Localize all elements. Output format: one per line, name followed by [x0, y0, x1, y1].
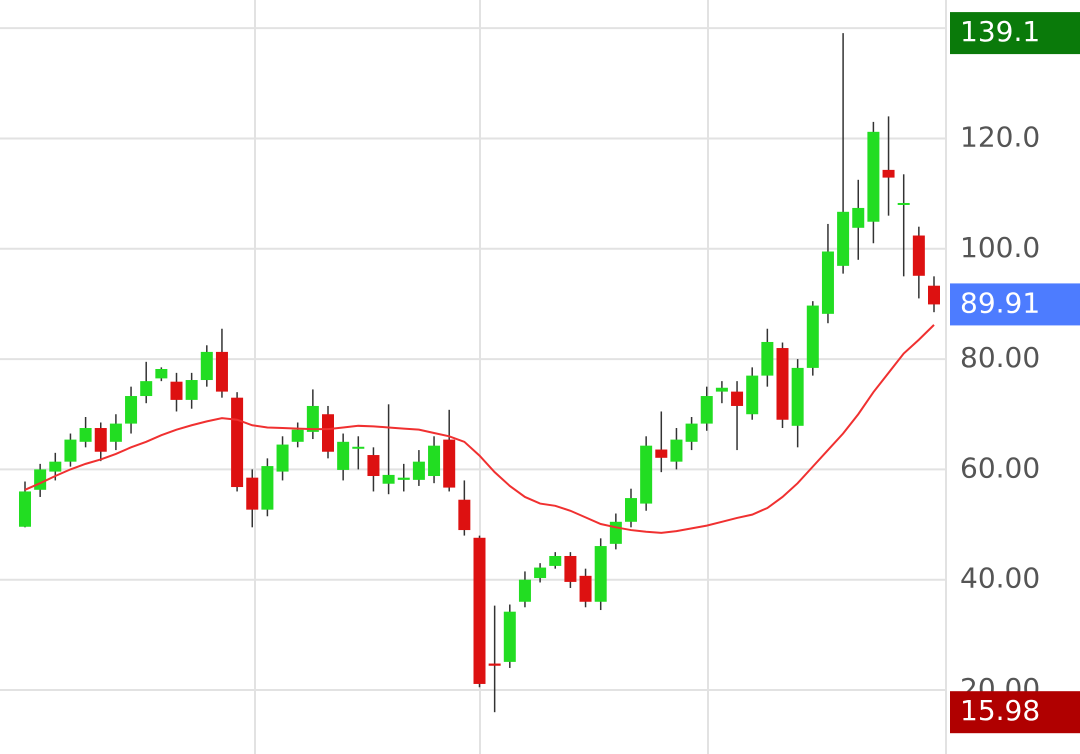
candle-body	[821, 251, 834, 314]
candle-body	[64, 439, 77, 462]
candle-body	[503, 611, 516, 662]
candle-body	[291, 429, 304, 442]
y-tick-label: 80.00	[960, 341, 1040, 374]
candle-body	[746, 375, 759, 415]
price-badge-label: 89.91	[960, 286, 1040, 319]
y-tick-label: 120.0	[960, 120, 1040, 153]
candle-body	[94, 428, 107, 452]
candle-body	[185, 380, 198, 400]
candle-body	[49, 461, 62, 472]
candle-body	[170, 381, 183, 400]
y-tick-label: 100.0	[960, 231, 1040, 264]
candle-body	[306, 405, 319, 432]
price-badge	[950, 283, 1080, 326]
moving-average-line	[24, 324, 935, 534]
candle-body	[761, 341, 774, 376]
candle-body	[700, 396, 713, 424]
candle-body	[928, 285, 940, 305]
candle-body	[549, 555, 562, 566]
y-tick-label: 40.00	[960, 562, 1040, 595]
price-badge	[950, 12, 1080, 55]
candle-body	[731, 391, 744, 406]
candle-body	[594, 546, 607, 602]
candle-body	[276, 444, 289, 472]
candle-body	[882, 169, 895, 178]
candle-body	[261, 466, 274, 510]
price-badge-label: 15.98	[960, 694, 1040, 727]
candle-body	[200, 351, 213, 381]
price-badge-label: 139.1	[960, 15, 1040, 48]
candle-body	[791, 367, 804, 426]
candle-body	[412, 461, 425, 480]
candle-body	[382, 474, 395, 484]
candle-body	[443, 439, 456, 488]
candle-body	[34, 469, 47, 490]
candle-body	[19, 491, 31, 527]
candle-body	[640, 445, 653, 504]
candle-body	[670, 439, 683, 462]
candle-body	[534, 567, 547, 579]
candle-body	[564, 555, 577, 582]
candle-body	[625, 498, 637, 522]
y-tick-label: 60.00	[960, 451, 1040, 484]
candle-body	[397, 477, 410, 480]
candle-body	[352, 446, 365, 449]
candle-body	[488, 663, 501, 666]
candle-body	[579, 575, 592, 602]
candle-body	[518, 579, 531, 602]
candle-body	[852, 207, 865, 228]
candle-body	[473, 537, 486, 684]
candle-body	[109, 423, 122, 442]
candle-body	[337, 441, 350, 470]
candle-body	[715, 387, 728, 392]
candle-body	[806, 305, 819, 368]
candle-body	[837, 211, 850, 266]
candle-body	[428, 445, 441, 477]
candle-body	[685, 423, 698, 442]
candle-body	[231, 397, 244, 488]
candle-body	[79, 428, 92, 442]
price-badge	[950, 691, 1080, 734]
candle-body	[655, 449, 668, 458]
candle-body	[155, 369, 168, 379]
candle-body	[246, 477, 259, 510]
candle-body	[215, 351, 228, 392]
candle-body	[912, 235, 925, 276]
candle-body	[140, 381, 153, 397]
candle-body	[458, 499, 471, 531]
candle-body	[897, 202, 910, 205]
candle-body	[867, 131, 880, 222]
candle-body	[367, 455, 380, 477]
candle-body	[776, 348, 789, 420]
candle-body	[609, 521, 622, 544]
candle-body	[322, 414, 334, 452]
candle-body	[125, 396, 138, 424]
